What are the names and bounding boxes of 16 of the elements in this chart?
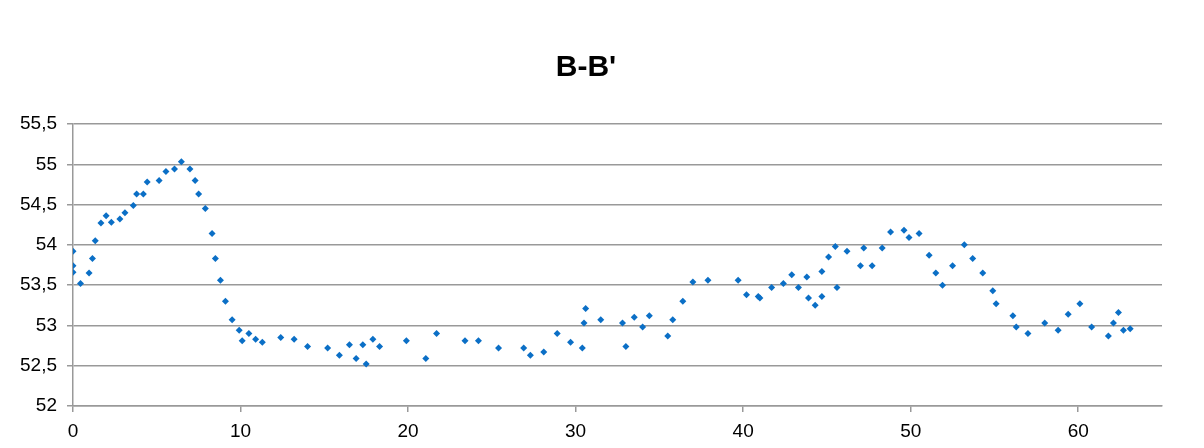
- y-tick-label: 53: [35, 313, 57, 335]
- y-tick-label: 52,5: [20, 353, 57, 375]
- y-tick-label: 54,5: [20, 192, 57, 214]
- x-tick-label: 0: [67, 419, 79, 441]
- x-tick-label: 50: [900, 419, 922, 441]
- y-tick-label: 55: [35, 152, 57, 174]
- x-tick-label: 20: [397, 419, 419, 441]
- y-tick-label: 54: [35, 233, 58, 255]
- y-tick-label: 52: [35, 394, 57, 416]
- chart-title: B-B': [555, 49, 617, 83]
- x-tick-label: 10: [229, 419, 252, 441]
- x-tick-label: 40: [732, 419, 754, 441]
- y-tick-label: 55,5: [20, 112, 57, 134]
- y-tick-label: 53,5: [20, 273, 57, 295]
- x-tick-label: 60: [1067, 419, 1089, 441]
- x-tick-label: 30: [565, 419, 587, 441]
